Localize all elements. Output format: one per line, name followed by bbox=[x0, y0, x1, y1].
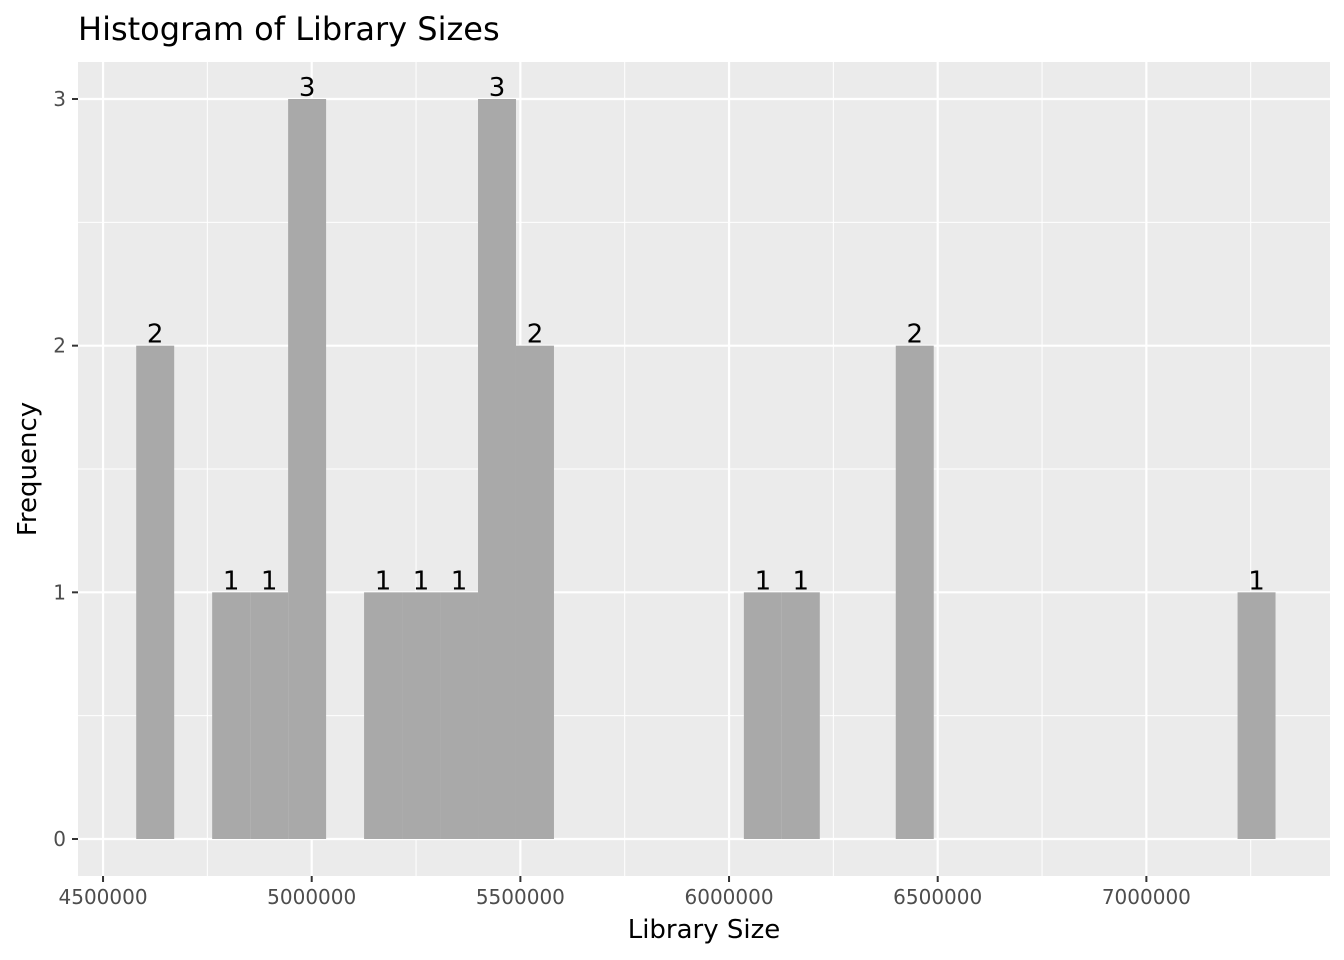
y-axis-title: Frequency bbox=[13, 402, 43, 536]
bar-count-label: 1 bbox=[375, 566, 392, 596]
bar-count-label: 1 bbox=[413, 566, 430, 596]
bar-count-label: 1 bbox=[223, 566, 240, 596]
histogram-bar bbox=[478, 99, 516, 839]
histogram-bar bbox=[781, 592, 820, 839]
x-tick-label: 4500000 bbox=[59, 885, 148, 909]
histogram-bar bbox=[1237, 592, 1276, 839]
histogram-bar bbox=[402, 592, 441, 839]
x-axis: 4500000 5000000 5500000 6000000 6500000 70000… bbox=[59, 876, 1191, 909]
chart-title: Histogram of Library Sizes bbox=[78, 10, 500, 48]
bar-count-label: 3 bbox=[489, 73, 506, 103]
bar-count-label: 2 bbox=[527, 320, 544, 350]
histogram-bar bbox=[895, 345, 934, 839]
bar-count-label: 1 bbox=[1248, 566, 1265, 596]
x-tick-label: 5500000 bbox=[476, 885, 565, 909]
histogram-bar bbox=[515, 345, 554, 839]
y-tick-label: 1 bbox=[53, 580, 66, 604]
histogram-bar bbox=[440, 592, 479, 839]
bar-count-label: 2 bbox=[906, 320, 923, 350]
y-tick-label: 3 bbox=[53, 87, 66, 111]
histogram-bar bbox=[288, 99, 327, 839]
histogram-bar bbox=[136, 345, 175, 839]
y-tick-label: 2 bbox=[53, 334, 66, 358]
x-tick-label: 5000000 bbox=[267, 885, 356, 909]
grid-minor bbox=[78, 62, 1330, 876]
bar-count-label: 1 bbox=[261, 566, 278, 596]
histogram-bar bbox=[212, 592, 251, 839]
histogram-bar bbox=[250, 592, 289, 839]
bar-count-label: 2 bbox=[147, 320, 164, 350]
bars-layer bbox=[136, 99, 1276, 839]
y-tick-label: 0 bbox=[53, 827, 66, 851]
x-tick-label: 7000000 bbox=[1102, 885, 1191, 909]
y-axis: 0 1 2 3 bbox=[53, 87, 78, 851]
x-axis-title: Library Size bbox=[628, 915, 781, 945]
bar-count-label: 1 bbox=[755, 566, 772, 596]
bar-count-label: 3 bbox=[299, 73, 316, 103]
histogram-bar bbox=[743, 592, 782, 839]
histogram-bar bbox=[364, 592, 403, 839]
x-tick-label: 6500000 bbox=[893, 885, 982, 909]
bar-count-label: 1 bbox=[451, 566, 468, 596]
bar-count-label: 1 bbox=[793, 566, 810, 596]
x-tick-label: 6000000 bbox=[685, 885, 774, 909]
